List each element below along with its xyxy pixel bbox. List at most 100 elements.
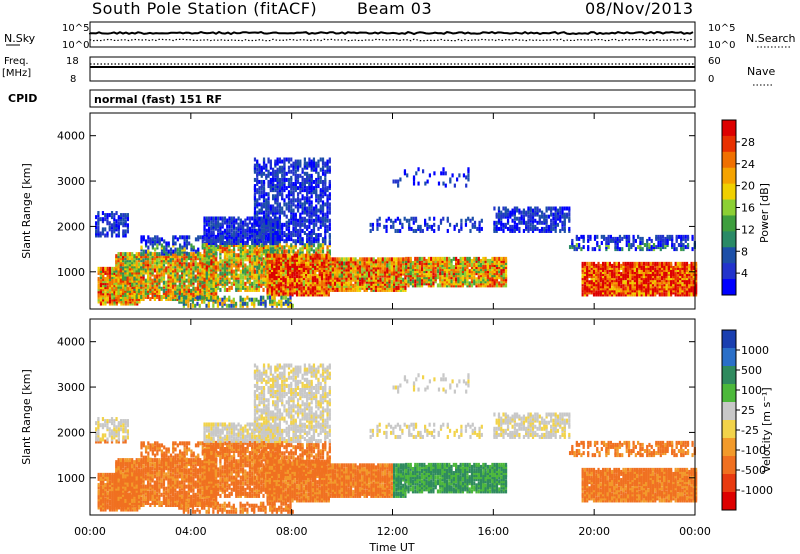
power-cell: [303, 222, 306, 227]
power-cell: [199, 282, 202, 287]
power-cell: [256, 269, 259, 274]
power-cell: [419, 228, 422, 233]
power-cell: [99, 268, 103, 273]
power-cell: [126, 276, 129, 281]
power-cell: [372, 261, 375, 266]
power-cell: [276, 237, 279, 242]
power-cell: [235, 265, 238, 270]
power-cell: [178, 260, 181, 265]
power-cell: [217, 236, 220, 241]
power-cell: [187, 284, 191, 289]
power-cell: [399, 283, 403, 288]
power-cell: [235, 220, 238, 225]
power-cell: [290, 220, 293, 225]
power-cell: [471, 216, 474, 221]
power-cell: [293, 282, 296, 287]
power-cell: [260, 261, 263, 266]
power-cell: [457, 275, 460, 280]
power-cell: [361, 257, 364, 262]
power-cell: [372, 283, 375, 288]
power-cell: [146, 254, 150, 259]
power-cell: [158, 272, 161, 277]
power-cell: [174, 274, 177, 279]
power-cell: [493, 206, 496, 211]
power-cell: [207, 222, 211, 227]
power-cell: [203, 288, 206, 293]
power-cell: [192, 245, 195, 250]
power-cell: [446, 218, 449, 223]
power-cell: [230, 218, 233, 223]
power-cell: [237, 243, 240, 248]
power-cell: [207, 275, 211, 280]
power-cell: [255, 275, 258, 280]
power-cell: [372, 279, 375, 284]
power-cell: [466, 260, 469, 265]
power-cell: [232, 263, 236, 268]
power-cell: [162, 290, 166, 295]
power-cell: [370, 277, 373, 282]
power-cell: [262, 196, 266, 201]
power-cell: [430, 275, 433, 280]
power-cell: [294, 188, 297, 193]
power-cell: [455, 258, 458, 263]
power-cell: [464, 262, 467, 267]
power-cell: [370, 261, 373, 266]
power-cell: [295, 282, 299, 287]
power-cell: [101, 217, 105, 222]
power-cell: [275, 272, 278, 277]
power-cell: [314, 274, 317, 279]
power-cell: [484, 260, 487, 265]
power-cell: [265, 259, 268, 264]
power-cell: [251, 224, 254, 229]
power-cell: [226, 234, 229, 239]
power-cell: [493, 277, 496, 282]
power-cell: [377, 257, 380, 262]
power-cell: [246, 257, 249, 262]
power-cell: [310, 161, 313, 166]
power-cell: [221, 283, 224, 288]
power-cell: [477, 269, 480, 274]
power-cell: [306, 171, 309, 176]
power-cell: [349, 271, 353, 276]
power-cell: [395, 275, 398, 280]
power-cell: [455, 281, 458, 286]
power-cell: [491, 258, 494, 263]
power-cell: [122, 233, 125, 238]
power-cell: [276, 184, 279, 189]
power-cell: [497, 216, 501, 221]
power-cell: [122, 213, 125, 218]
power-cell: [126, 213, 130, 218]
power-cell: [104, 281, 107, 286]
power-cell: [310, 233, 313, 238]
power-cell: [115, 290, 118, 295]
power-cell: [242, 232, 245, 237]
power-cell: [390, 279, 393, 284]
power-cell: [267, 184, 270, 189]
power-cell: [187, 280, 191, 285]
power-cell: [460, 222, 463, 227]
power-cell: [482, 277, 485, 282]
power-cell: [102, 270, 105, 275]
power-cell: [137, 258, 141, 263]
power-cell: [137, 276, 141, 281]
power-cell: [420, 281, 424, 286]
power-cell: [108, 277, 112, 282]
power-cell: [305, 286, 308, 291]
power-cell: [493, 258, 496, 263]
power-cell: [395, 257, 398, 262]
power-cell: [248, 257, 252, 262]
power-cell: [257, 261, 261, 266]
power-cell: [308, 186, 311, 191]
power-cell: [340, 283, 344, 288]
power-cell: [262, 279, 265, 284]
power-cell: [274, 206, 277, 211]
power-cell: [124, 229, 127, 234]
power-cell: [226, 261, 229, 266]
power-cell: [183, 276, 186, 281]
power-cell: [318, 292, 321, 297]
power-cell: [495, 258, 499, 263]
power-cell: [205, 234, 208, 239]
power-cell: [495, 279, 499, 284]
power-cell: [464, 265, 467, 270]
power-cell: [338, 277, 341, 282]
